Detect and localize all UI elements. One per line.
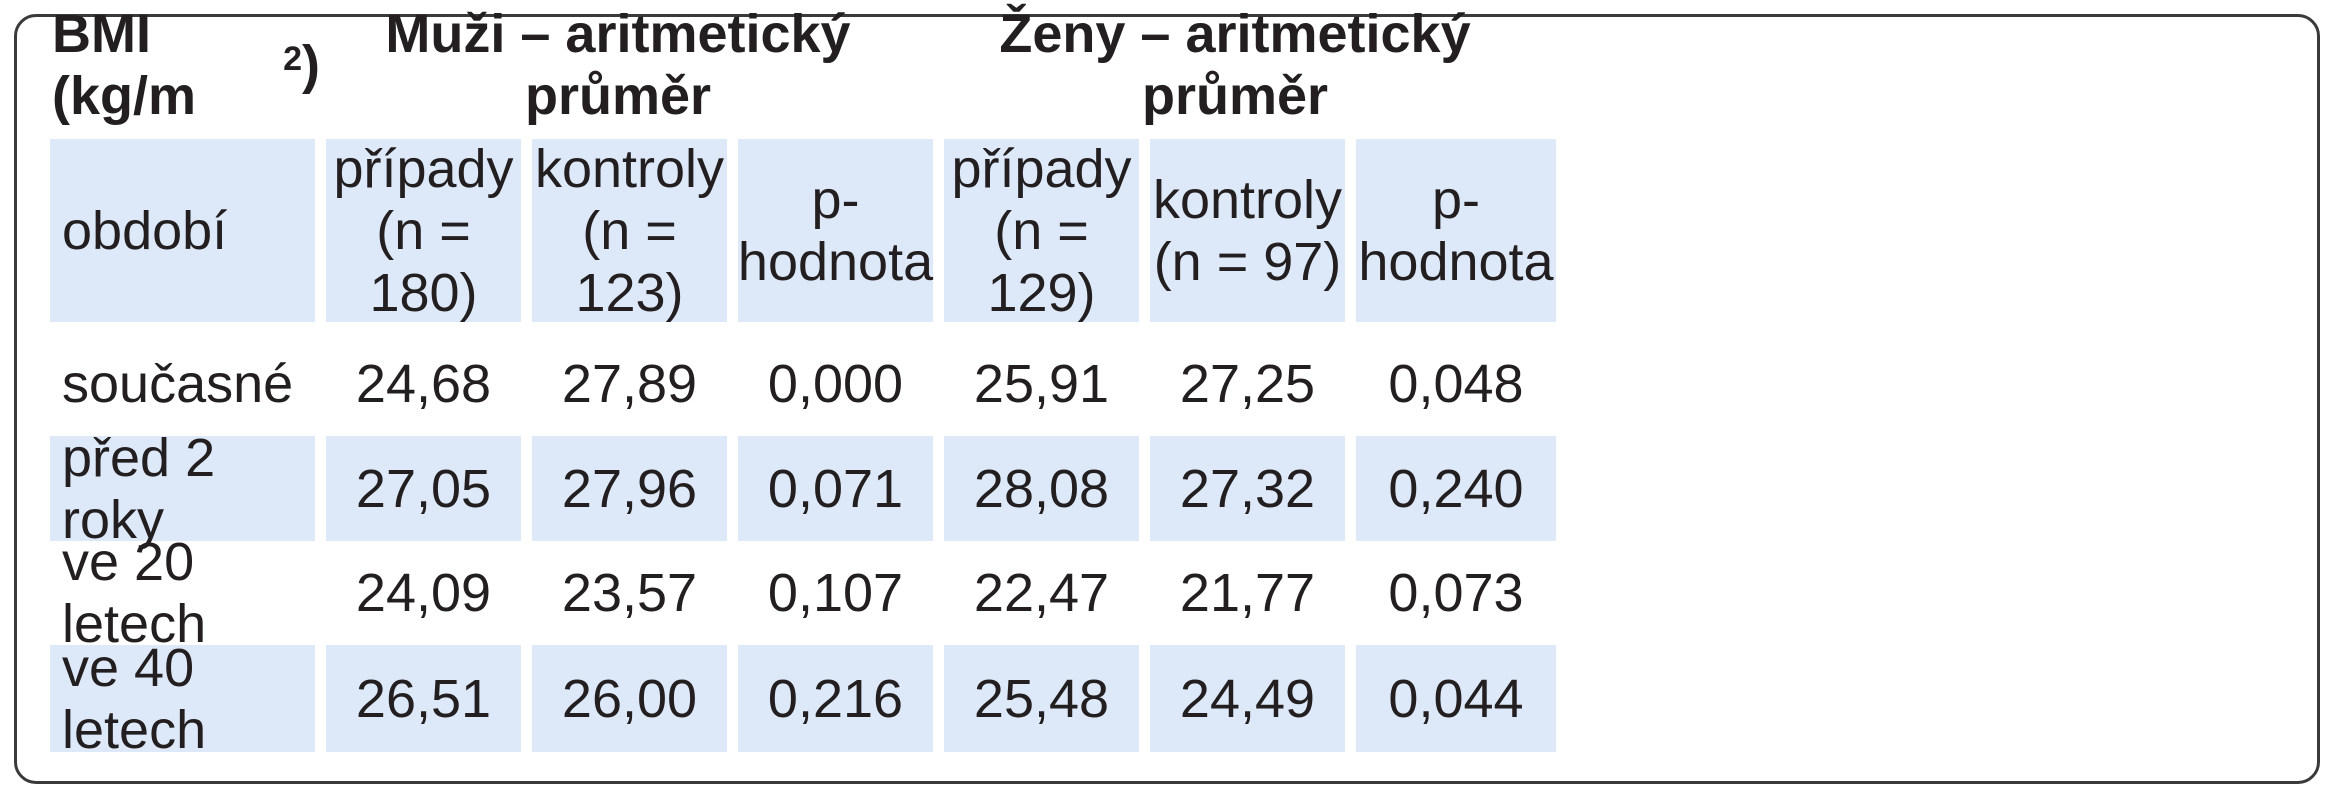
table-title-prefix: BMI (kg/m	[52, 4, 197, 126]
cell-men-cases: 24,68	[355, 354, 492, 414]
women-cases-count: (n = 129)	[987, 200, 1096, 323]
table-title: BMI (kg/m 2)	[52, 4, 320, 126]
cell-men-controls: 27,89	[561, 354, 698, 414]
women-cases-label: případy	[951, 138, 1132, 199]
cell-women-p: 0,044	[1356, 645, 1556, 752]
cell-women-cases: 28,08	[944, 436, 1139, 541]
cell-period: ve 40 letech	[50, 638, 315, 760]
cell-women-cases: 25,91	[973, 354, 1110, 414]
men-controls-count: (n = 123)	[575, 200, 684, 323]
cell-men-controls: 23,57	[561, 563, 698, 623]
cell-men-p: 0,000	[767, 354, 904, 414]
column-header-women-controls: kontroly (n = 97)	[1150, 139, 1345, 322]
column-header-row: období případy (n = 180) kontroly (n = 1…	[17, 138, 2317, 323]
table-row: ve 20 letech 24,09 23,57 0,107 22,47 21,…	[17, 532, 2317, 654]
cell-men-p: 0,071	[738, 436, 933, 541]
table-row: před 2 roky 27,05 27,96 0,071 28,08 27,3…	[17, 428, 2317, 550]
cell-women-p: 0,048	[1388, 354, 1524, 414]
cell-women-controls: 27,25	[1179, 354, 1316, 414]
men-controls-label: kontroly	[534, 138, 725, 199]
cell-men-cases: 26,51	[326, 645, 521, 752]
cell-period: před 2 roky	[50, 428, 315, 550]
group-header-row: BMI (kg/m 2) Muži – aritmetický průměr Že…	[17, 4, 2317, 126]
column-header-men-cases: případy (n = 180)	[326, 138, 521, 323]
table-frame: BMI (kg/m 2) Muži – aritmetický průměr Že…	[14, 4, 2320, 784]
table-row: současné 24,68 27,89 0,000 25,91 27,25 0…	[17, 332, 2317, 436]
cell-women-controls: 24,49	[1150, 645, 1345, 752]
cell-women-cases: 25,48	[944, 645, 1139, 752]
cell-women-controls: 27,32	[1150, 436, 1345, 541]
table-row: ve 40 letech 26,51 26,00 0,216 25,48 24,…	[17, 638, 2317, 760]
group-header-women: Ženy – aritmetický průměr	[999, 4, 1471, 126]
cell-women-p: 0,073	[1388, 563, 1524, 623]
women-controls-label: kontroly	[1152, 169, 1343, 230]
cell-women-p: 0,240	[1356, 436, 1556, 541]
cell-men-p: 0,216	[738, 645, 933, 752]
group-header-men: Muži – aritmetický průměr	[385, 4, 851, 126]
column-header-women-cases: případy (n = 129)	[944, 138, 1139, 323]
cell-men-cases: 24,09	[355, 563, 492, 623]
cell-period: současné	[62, 354, 294, 414]
cell-men-p: 0,107	[767, 563, 904, 623]
cell-men-controls: 27,96	[532, 436, 727, 541]
cell-women-controls: 21,77	[1179, 563, 1316, 623]
men-cases-label: případy	[333, 138, 514, 199]
cell-period: ve 20 letech	[62, 532, 207, 654]
men-cases-count: (n = 180)	[369, 200, 478, 323]
column-header-women-p: p-hodnota	[1356, 139, 1556, 322]
column-header-men-controls: kontroly (n = 123)	[532, 138, 727, 323]
cell-men-cases: 27,05	[326, 436, 521, 541]
cell-women-cases: 22,47	[973, 563, 1110, 623]
cell-men-controls: 26,00	[532, 645, 727, 752]
women-controls-count: (n = 97)	[1153, 231, 1342, 292]
column-header-period: období	[50, 139, 315, 322]
column-header-men-p: p-hodnota	[738, 139, 933, 322]
table-title-suffix: )	[302, 35, 320, 95]
